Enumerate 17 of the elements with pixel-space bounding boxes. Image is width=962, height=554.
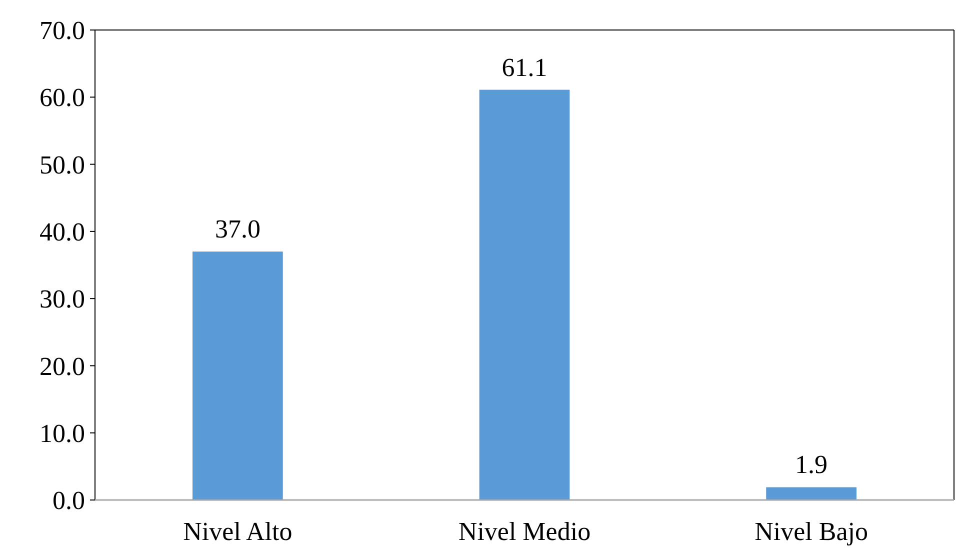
x-tick-label: Nivel Medio (458, 517, 591, 546)
bar (192, 252, 283, 500)
y-tick-label: 70.0 (40, 16, 85, 46)
x-tick-label: Nivel Bajo (754, 517, 868, 546)
y-tick-label: 20.0 (40, 352, 85, 381)
y-tick-label: 50.0 (40, 150, 85, 180)
x-tick-label: Nivel Alto (183, 517, 292, 546)
y-tick-label: 60.0 (40, 83, 85, 112)
bar (766, 487, 856, 500)
y-tick-label: 40.0 (40, 218, 85, 247)
bar (479, 90, 570, 500)
y-tick-label: 0.0 (52, 486, 85, 516)
y-tick-label: 10.0 (40, 418, 85, 448)
y-tick-label: 30.0 (40, 284, 85, 314)
data-label: 37.0 (214, 214, 260, 244)
data-label: 61.1 (502, 52, 548, 82)
data-label: 1.9 (795, 450, 828, 480)
